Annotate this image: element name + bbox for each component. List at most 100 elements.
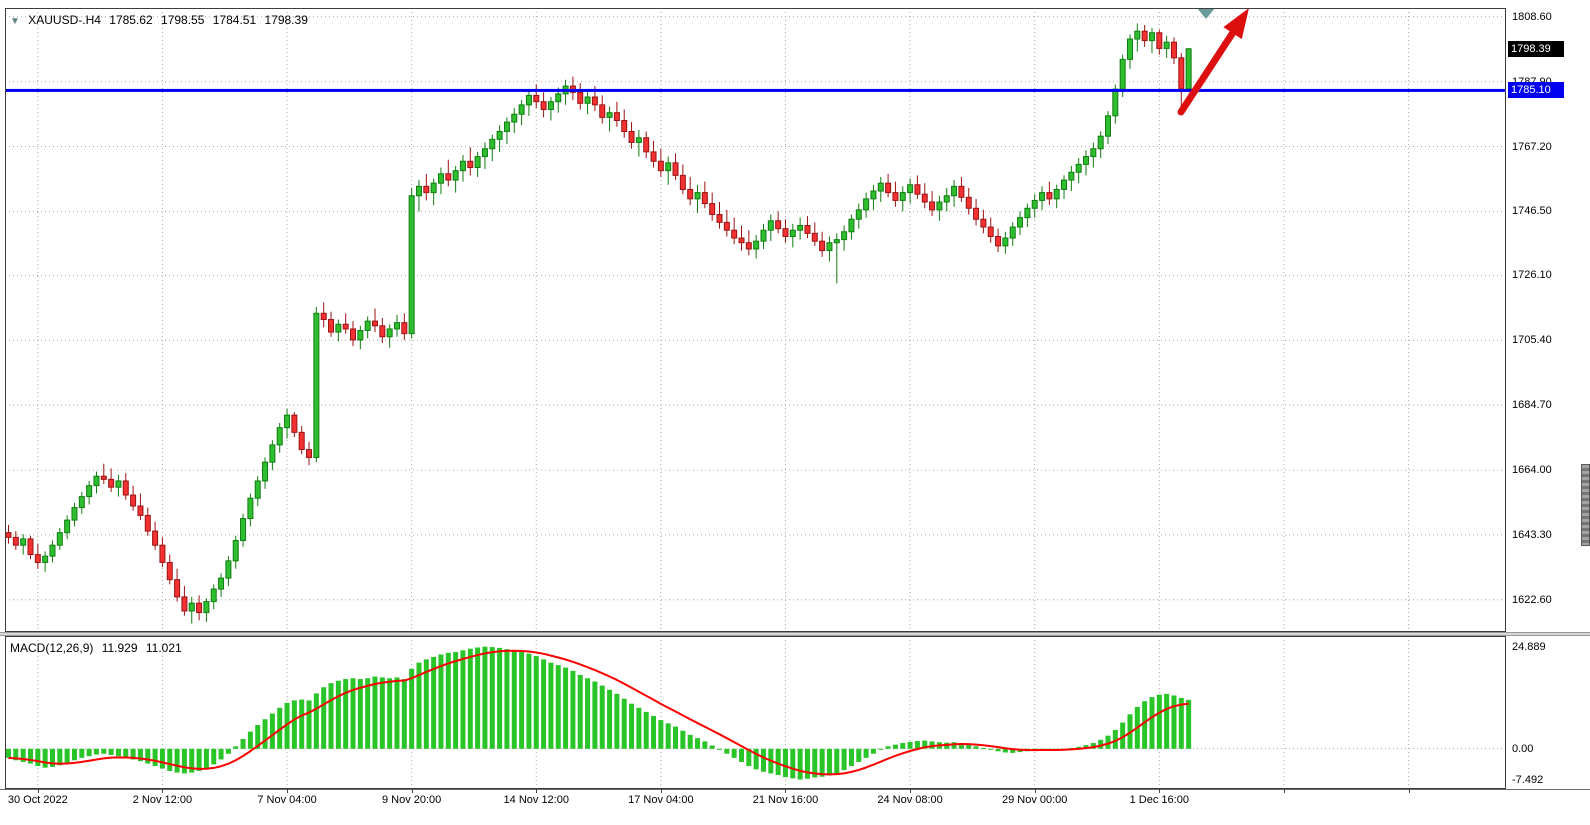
macd-bar (577, 674, 583, 749)
candle-body (262, 461, 269, 482)
macd-bar (379, 677, 385, 749)
time-axis-label: 7 Nov 04:00 (257, 794, 317, 806)
macd-bar (328, 683, 334, 749)
macd-chart-canvas[interactable] (5, 636, 1506, 789)
macd-bar (548, 662, 554, 749)
macd-bar (988, 748, 994, 750)
macd-bar (702, 741, 708, 749)
macd-bar (1090, 743, 1096, 749)
symbol-dropdown-icon[interactable]: ▼ (10, 16, 20, 27)
macd-bar (973, 746, 979, 749)
candle-body (401, 322, 408, 335)
price-chart-canvas[interactable] (5, 8, 1506, 632)
macd-bar (841, 748, 847, 771)
macd-bar (475, 647, 481, 749)
macd-bar (20, 748, 26, 762)
macd-bar (563, 667, 569, 749)
candle-body (1090, 148, 1097, 158)
candle-body (723, 221, 730, 231)
macd-bar (739, 748, 744, 762)
candle-body (386, 328, 393, 338)
candle-body (789, 229, 796, 237)
macd-bar (394, 677, 400, 749)
macd-bar (423, 659, 429, 749)
candle-body (958, 185, 965, 198)
macd-bar (643, 711, 649, 749)
macd-bar (321, 687, 327, 749)
macd-bar (42, 748, 48, 768)
macd-bar (621, 698, 627, 749)
candle-body (613, 112, 620, 122)
candle-body (628, 130, 635, 143)
macd-signal-line (8, 649, 1189, 776)
macd-bar (35, 748, 41, 767)
candle-body (298, 431, 305, 451)
candle-body (943, 195, 950, 203)
macd-bar (343, 679, 349, 749)
candle-body (753, 240, 760, 250)
price-axis[interactable]: 1798.39 1785.10 1808.601787.901767.20174… (1507, 8, 1590, 632)
chart-shift-marker[interactable] (1197, 8, 1215, 19)
macd-bar (262, 719, 268, 749)
candle-body (687, 188, 694, 200)
macd-bar (460, 650, 466, 749)
candle-body (1017, 217, 1024, 228)
candle-body (64, 519, 71, 534)
candle-body (540, 101, 547, 111)
candle-body (350, 328, 357, 341)
macd-bar (1105, 735, 1111, 749)
candle-body (914, 184, 921, 195)
macd-bar (453, 651, 459, 749)
candle-body (1083, 156, 1090, 165)
macd-bar (1002, 748, 1008, 753)
candle-body (225, 560, 232, 579)
macd-bar (826, 748, 832, 776)
time-axis[interactable]: 30 Oct 2022 2 Nov 12:00 7 Nov 04:00 9 Nov 2… (0, 789, 1590, 825)
candle-body (12, 536, 19, 546)
macd-axis[interactable]: 24.889 0.00 -7.492 (1507, 636, 1590, 789)
candle-body (599, 104, 606, 118)
open-value: 1785.62 (109, 13, 153, 27)
candle-body (731, 229, 738, 239)
price-axis-tick: 1767.20 (1512, 140, 1552, 153)
candle-body (511, 113, 518, 123)
candle-body (393, 322, 400, 330)
candle-body (115, 480, 122, 488)
time-axis-tick (162, 789, 164, 793)
candle-body (320, 312, 327, 321)
candle-body (1068, 171, 1075, 181)
time-axis-separator (0, 789, 1590, 790)
macd-bar (1112, 729, 1118, 749)
macd-bar (848, 748, 854, 767)
candle-body (284, 414, 291, 429)
time-axis-tick (536, 789, 538, 793)
macd-bar (958, 743, 964, 749)
macd-bar (1120, 722, 1126, 749)
macd-bar (951, 742, 957, 749)
candle-body (804, 225, 811, 234)
trend-arrow-annotation[interactable] (1177, 8, 1249, 116)
scrollbar-thumb[interactable] (1581, 464, 1590, 546)
macd-histogram (6, 646, 1192, 780)
macd-bar (306, 700, 312, 749)
candle-body (489, 138, 496, 150)
candle-body (591, 96, 598, 106)
macd-bar (196, 748, 202, 771)
macd-bar (277, 707, 283, 749)
candle-body (672, 162, 679, 176)
macd-bar (416, 662, 422, 749)
candle-body (78, 496, 85, 509)
macd-bar (629, 703, 635, 749)
panel-divider[interactable] (0, 632, 1590, 636)
macd-bar (731, 748, 737, 758)
macd-bar (438, 654, 444, 749)
horizontal-line-object[interactable] (5, 88, 1506, 92)
candle-body (1112, 88, 1119, 117)
macd-bar (1142, 701, 1148, 749)
macd-bar (372, 676, 378, 749)
candle-body (797, 225, 804, 231)
candles (5, 23, 1192, 624)
macd-main-value: 11.929 (101, 641, 138, 655)
candle-body (921, 193, 928, 203)
macd-bar (907, 741, 913, 749)
